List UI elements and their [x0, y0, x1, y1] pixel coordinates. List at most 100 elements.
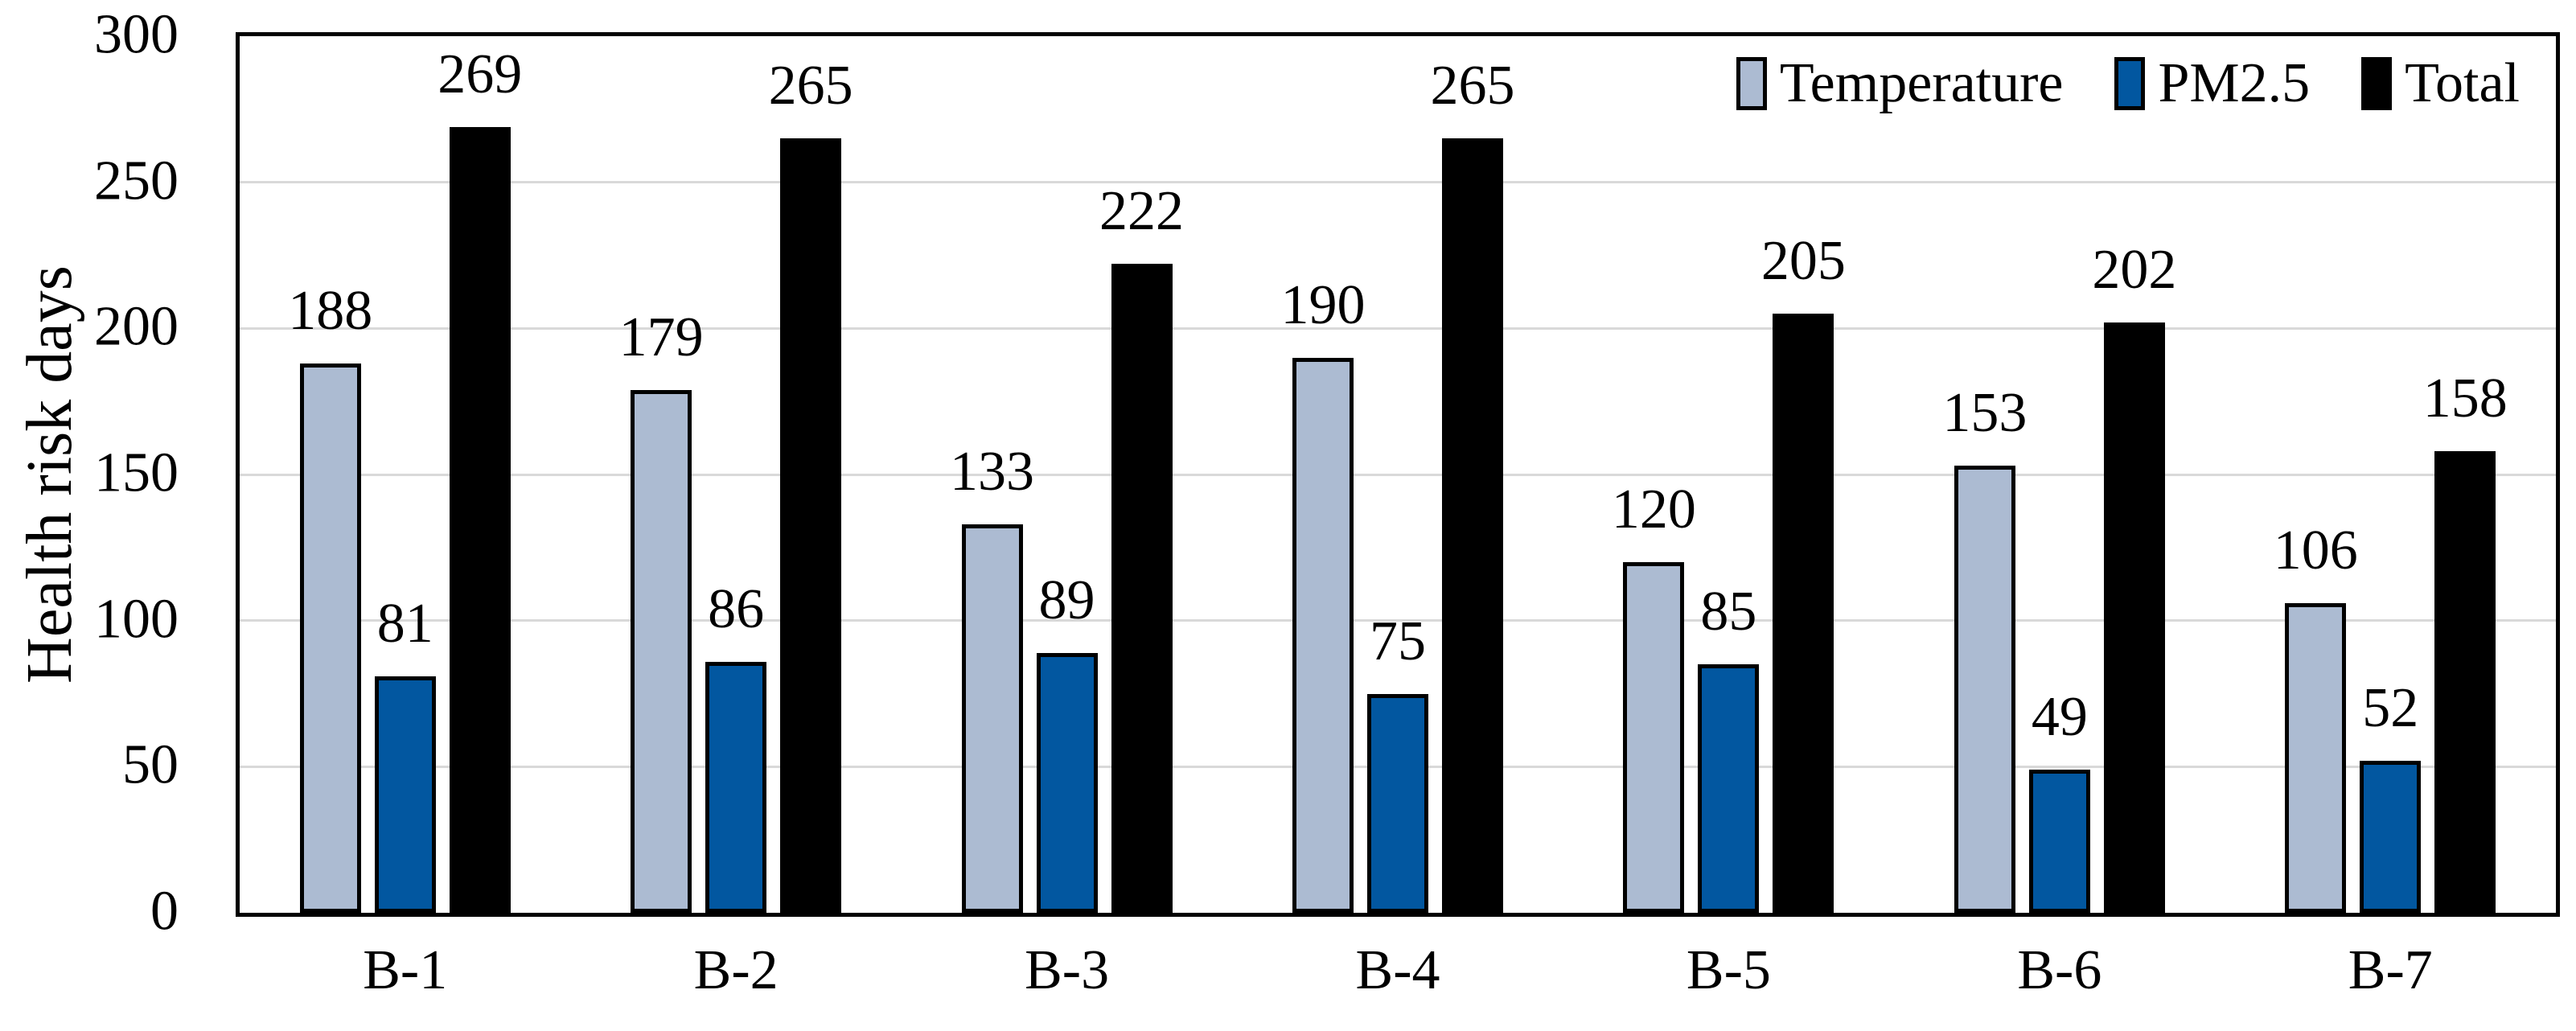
bar-wrap-B-7-Total: 158: [2423, 36, 2508, 913]
bar-wrap-B-2-Total: 265: [769, 36, 853, 913]
legend-item-Temperature: Temperature: [1736, 52, 2064, 114]
bar-group-B-3: 133 89 222: [902, 36, 1232, 913]
data-label-B-7-Temperature: 106: [2273, 519, 2358, 581]
bar-B-4-Total: [1441, 138, 1503, 913]
bar-B-1-Temperature: [299, 363, 361, 913]
bar-group-B-1: 188 81 269: [240, 36, 570, 913]
bar-wrap-B-4-PM2.5: 75: [1366, 36, 1428, 913]
y-tick-label-300: 300: [94, 3, 179, 66]
bar-B-2-Temperature: [631, 389, 692, 913]
bar-B-6-Temperature: [1954, 466, 2015, 913]
bar-wrap-B-6-Temperature: 153: [1942, 36, 2027, 913]
bar-wrap-B-6-Total: 202: [2092, 36, 2176, 913]
x-tick-label-B-5: B-5: [1686, 939, 1771, 1001]
bar-wrap-B-1-Temperature: 188: [288, 36, 372, 913]
bar-wrap-B-2-Temperature: 179: [619, 36, 704, 913]
bar-B-4-Temperature: [1292, 357, 1354, 913]
legend-label-Temperature: Temperature: [1779, 52, 2064, 114]
legend-label-Total: Total: [2405, 52, 2520, 114]
y-axis-ticks: 0 50 100 150 200 250 300: [0, 0, 179, 1031]
bar-group-B-6: 153 49 202: [1894, 36, 2225, 913]
bar-B-6-Total: [2103, 322, 2165, 913]
bar-B-6-PM2.5: [2028, 769, 2090, 913]
bar-wrap-B-7-PM2.5: 52: [2360, 36, 2422, 913]
gridline-250: [240, 181, 2556, 184]
y-tick-label-100: 100: [94, 588, 179, 651]
bar-wrap-B-4-Total: 265: [1430, 36, 1514, 913]
legend: Temperature PM2.5 Total: [1736, 55, 2520, 112]
data-label-B-3-Total: 222: [1099, 180, 1185, 243]
x-tick-label-B-1: B-1: [363, 939, 448, 1001]
data-label-B-1-PM2.5: 81: [376, 592, 433, 655]
data-label-B-1-Total: 269: [438, 43, 523, 105]
data-label-B-1-Temperature: 188: [288, 279, 373, 342]
y-tick-label-150: 150: [94, 442, 179, 504]
gridline-100: [240, 619, 2556, 622]
bar-B-7-Temperature: [2285, 602, 2347, 913]
bar-B-5-PM2.5: [1698, 664, 1760, 913]
bar-B-1-Total: [449, 126, 511, 913]
x-axis-labels: B-1 B-2 B-3 B-4 B-5 B-6 B-7: [240, 943, 2556, 1015]
data-label-B-4-PM2.5: 75: [1369, 610, 1426, 672]
plot-area: Temperature PM2.5 Total 188 81 269 179 86 265 13…: [236, 32, 2560, 917]
legend-swatch-icon-Total: [2361, 57, 2393, 110]
bar-B-5-Temperature: [1623, 562, 1685, 913]
data-label-B-3-PM2.5: 89: [1038, 569, 1095, 631]
x-tick-label-B-6: B-6: [2017, 939, 2102, 1001]
data-label-B-4-Total: 265: [1430, 55, 1515, 117]
bar-group-B-5: 120 85 205: [1563, 36, 1894, 913]
legend-item-Total: Total: [2361, 55, 2520, 112]
bar-wrap-B-3-Temperature: 133: [950, 36, 1034, 913]
bar-wrap-B-5-Temperature: 120: [1612, 36, 1696, 913]
y-tick-label-200: 200: [94, 295, 179, 358]
bar-wrap-B-3-Total: 222: [1099, 36, 1184, 913]
bar-B-3-Temperature: [961, 524, 1023, 913]
bar-wrap-B-1-PM2.5: 81: [374, 36, 436, 913]
x-tick-label-B-4: B-4: [1355, 939, 1440, 1001]
data-label-B-2-Total: 265: [768, 55, 853, 117]
legend-label-PM2.5: PM2.5: [2158, 52, 2311, 114]
data-label-B-6-Temperature: 153: [1942, 382, 2028, 445]
bar-group-B-7: 106 52 158: [2225, 36, 2556, 913]
bar-wrap-B-7-Temperature: 106: [2274, 36, 2358, 913]
legend-item-PM2.5: PM2.5: [2114, 55, 2310, 112]
x-tick-label-B-3: B-3: [1025, 939, 1110, 1001]
gridline-150: [240, 473, 2556, 476]
gridline-200: [240, 327, 2556, 330]
bar-wrap-B-5-PM2.5: 85: [1698, 36, 1760, 913]
bar-wrap-B-3-PM2.5: 89: [1036, 36, 1098, 913]
bar-B-1-PM2.5: [374, 676, 436, 913]
bar-group-B-2: 179 86 265: [570, 36, 901, 913]
x-tick-label-B-7: B-7: [2348, 939, 2433, 1001]
legend-swatch-icon-PM2.5: [2114, 57, 2146, 110]
bar-group-B-4: 190 75 265: [1232, 36, 1563, 913]
y-tick-label-50: 50: [122, 733, 179, 796]
bar-B-3-Total: [1111, 264, 1173, 913]
data-label-B-7-PM2.5: 52: [2362, 677, 2419, 740]
data-label-B-2-Temperature: 179: [618, 306, 704, 368]
y-tick-label-0: 0: [150, 880, 179, 943]
bar-wrap-B-4-Temperature: 190: [1280, 36, 1365, 913]
legend-swatch-icon-Temperature: [1736, 57, 1767, 110]
data-label-B-6-PM2.5: 49: [2031, 685, 2088, 748]
data-label-B-6-Total: 202: [2092, 239, 2177, 302]
y-tick-label-250: 250: [94, 150, 179, 212]
data-label-B-7-Total: 158: [2422, 367, 2508, 429]
bar-wrap-B-1-Total: 269: [438, 36, 522, 913]
data-label-B-4-Temperature: 190: [1280, 273, 1366, 336]
bar-B-7-PM2.5: [2360, 761, 2422, 913]
data-label-B-5-Temperature: 120: [1611, 479, 1696, 540]
bar-wrap-B-5-Total: 205: [1761, 36, 1846, 913]
bar-B-4-PM2.5: [1366, 693, 1428, 913]
data-label-B-2-PM2.5: 86: [708, 577, 765, 640]
bar-B-5-Total: [1773, 314, 1834, 913]
data-label-B-5-Total: 205: [1760, 230, 1846, 293]
bar-B-3-PM2.5: [1036, 652, 1098, 913]
bar-B-2-PM2.5: [705, 661, 767, 913]
bar-wrap-B-6-PM2.5: 49: [2028, 36, 2090, 913]
data-label-B-5-PM2.5: 85: [1700, 581, 1757, 643]
bar-B-7-Total: [2434, 450, 2496, 913]
x-tick-label-B-2: B-2: [693, 939, 779, 1001]
data-label-B-3-Temperature: 133: [950, 440, 1035, 503]
